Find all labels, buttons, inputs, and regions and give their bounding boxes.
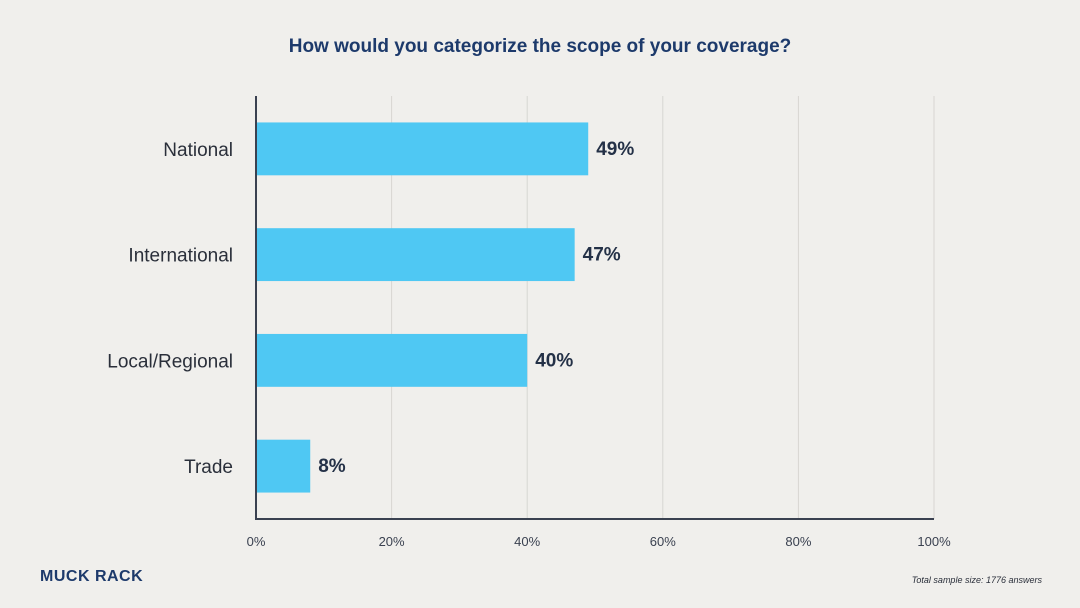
bar-trade <box>256 439 311 493</box>
axes: 0% 20% 40% 60% 80% 100% National International L… <box>107 96 951 549</box>
x-tick-label: 80% <box>785 534 811 549</box>
value-label: 8% <box>318 456 346 477</box>
bar-local-regional <box>256 333 528 387</box>
chart-title: How would you categorize the scope of yo… <box>289 36 792 57</box>
category-label: International <box>128 246 233 267</box>
sample-size-note: Total sample size: 1776 answers <box>911 575 1042 585</box>
bar-national <box>256 122 589 176</box>
category-label: National <box>163 140 233 161</box>
x-tick-label: 20% <box>379 534 405 549</box>
value-label: 40% <box>535 350 573 371</box>
x-tick-label: 40% <box>514 534 540 549</box>
category-label: Local/Regional <box>107 351 233 372</box>
x-tick-label: 100% <box>917 534 951 549</box>
bars: 49% 47% 40% 8% <box>256 122 634 493</box>
bar-international <box>256 228 575 282</box>
value-label: 47% <box>583 245 621 266</box>
x-tick-label: 60% <box>650 534 676 549</box>
category-label: Trade <box>184 457 233 478</box>
value-label: 49% <box>596 139 634 160</box>
x-tick-label: 0% <box>247 534 266 549</box>
muck-rack-logo: MUCK RACK <box>40 568 144 585</box>
